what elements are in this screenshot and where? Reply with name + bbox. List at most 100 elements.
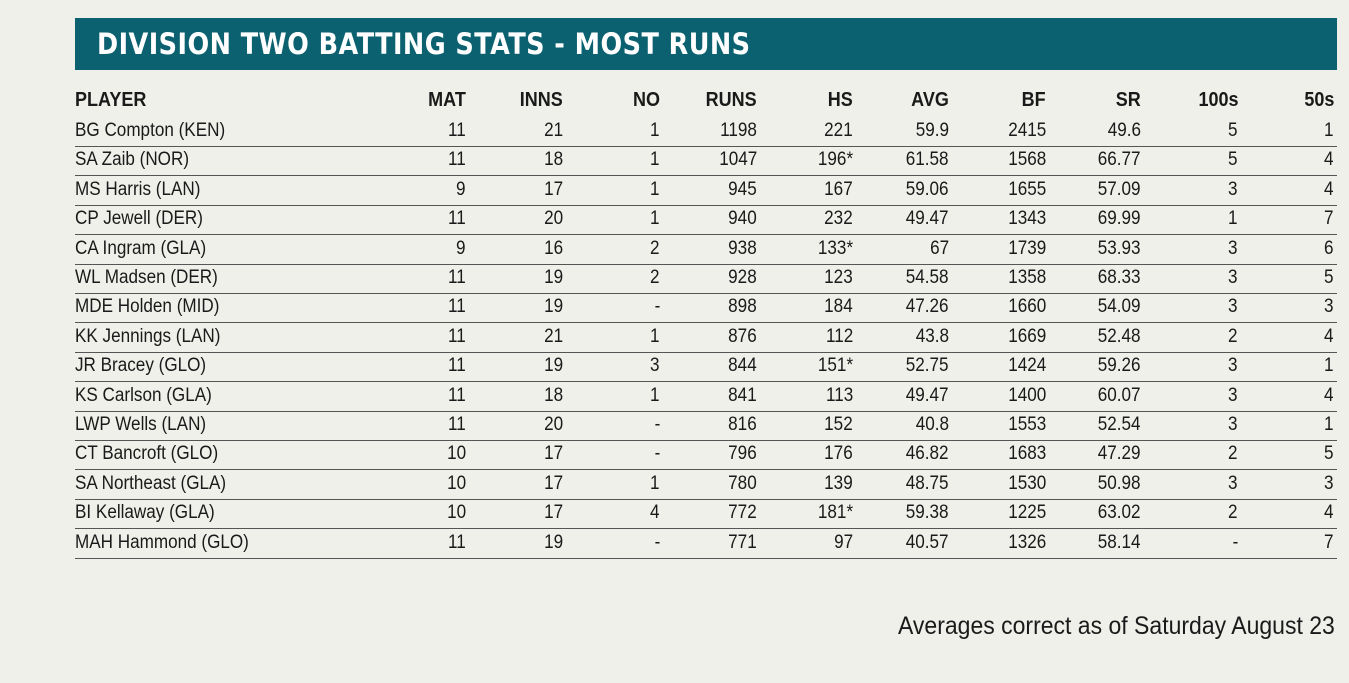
- stat-cell: 11: [448, 267, 466, 288]
- stat-cell: 876: [728, 325, 757, 347]
- stat-cell: 2: [650, 237, 660, 259]
- stat-cell: 113: [825, 384, 853, 406]
- stat-cell: 54.09: [1098, 296, 1141, 318]
- stat-cell: 938: [728, 237, 757, 259]
- stat-cell: 1: [1324, 414, 1334, 435]
- player-name: SA Zaib (NOR): [75, 149, 190, 171]
- player-name: MAH Hammond (GLO): [75, 531, 249, 553]
- stat-cell: 47.29: [1098, 443, 1141, 465]
- stat-cell: 3: [1228, 267, 1238, 288]
- stat-cell: 43.8: [915, 325, 949, 347]
- stat-cell: 11: [448, 325, 466, 347]
- stat-cell: 1: [650, 120, 660, 141]
- stat-cell: 54.58: [906, 267, 949, 288]
- stat-cell: 59.9: [915, 120, 949, 141]
- row-divider: [75, 322, 1337, 324]
- column-header: BF: [1021, 89, 1046, 111]
- column-header: MAT: [428, 89, 466, 111]
- column-header: PLAYER: [75, 89, 147, 111]
- stat-cell: 59.06: [906, 178, 949, 200]
- stat-cell: 11: [448, 120, 466, 141]
- stat-cell: -: [654, 531, 660, 553]
- stat-cell: -: [654, 296, 660, 318]
- stat-cell: 11: [448, 384, 466, 406]
- row-divider: [75, 381, 1337, 383]
- row-divider: [75, 498, 1337, 500]
- stat-cell: 4: [1324, 178, 1334, 200]
- stat-cell: 1: [1324, 120, 1334, 141]
- stat-cell: 52.48: [1098, 325, 1141, 347]
- row-divider: [75, 351, 1337, 353]
- stat-cell: 20: [543, 414, 563, 435]
- row-divider: [75, 293, 1337, 294]
- stat-cell: 61.58: [906, 149, 949, 171]
- stat-cell: 1326: [1007, 531, 1046, 553]
- player-name: CT Bancroft (GLO): [75, 443, 219, 465]
- row-divider: [75, 234, 1337, 236]
- stat-cell: 40.57: [906, 531, 949, 553]
- stat-cell: 11: [448, 414, 466, 435]
- stat-cell: 3: [1324, 296, 1334, 318]
- stat-cell: 1568: [1007, 149, 1046, 171]
- stat-cell: 19: [543, 531, 563, 553]
- stat-cell: 4: [1324, 384, 1334, 406]
- stat-cell: 780: [728, 472, 757, 494]
- stat-cell: 1: [650, 178, 660, 200]
- stat-cell: 17: [543, 178, 563, 200]
- stat-cell: 1655: [1007, 178, 1046, 200]
- stat-cell: 6: [1324, 237, 1334, 259]
- stat-cell: 841: [728, 384, 757, 406]
- stat-cell: 11: [448, 355, 466, 377]
- player-name: SA Northeast (GLA): [75, 472, 227, 494]
- column-header: INNS: [519, 89, 563, 111]
- player-name: JR Bracey (GLO): [75, 355, 207, 377]
- row-divider: [75, 204, 1337, 206]
- stat-cell: 4: [650, 502, 660, 524]
- row-divider: [75, 528, 1337, 530]
- stat-cell: 66.77: [1098, 149, 1141, 171]
- stat-cell: 48.75: [906, 472, 949, 494]
- stat-cell: 60.07: [1098, 384, 1141, 406]
- stat-cell: 5: [1324, 443, 1334, 465]
- stat-cell: 5: [1228, 149, 1238, 171]
- stat-cell: 4: [1324, 325, 1334, 347]
- stat-cell: 1225: [1007, 502, 1046, 524]
- stat-cell: 5: [1228, 120, 1238, 141]
- stat-cell: 69.99: [1098, 208, 1141, 230]
- stat-cell: 9: [456, 237, 466, 259]
- stat-cell: -: [654, 414, 660, 435]
- stat-cell: -: [654, 443, 660, 465]
- stat-cell: 3: [650, 355, 660, 377]
- player-name: BI Kellaway (GLA): [75, 502, 215, 524]
- player-name: LWP Wells (LAN): [75, 414, 207, 435]
- stat-cell: 3: [1228, 472, 1238, 494]
- stat-cell: 2415: [1007, 120, 1046, 141]
- stat-cell: 7: [1324, 531, 1334, 553]
- stat-cell: 17: [543, 472, 563, 494]
- stat-cell: 1198: [720, 120, 757, 141]
- stat-cell: 123: [824, 267, 853, 288]
- stat-cell: 1: [650, 149, 660, 171]
- stat-cell: 58.14: [1098, 531, 1141, 553]
- player-name: CA Ingram (GLA): [75, 237, 207, 259]
- stat-cell: 139: [824, 472, 853, 494]
- stat-cell: 928: [728, 267, 757, 288]
- stat-cell: 18: [543, 149, 563, 171]
- stat-cell: 18: [543, 384, 563, 406]
- stat-cell: 17: [543, 502, 563, 524]
- stat-cell: 112: [825, 325, 853, 347]
- stat-cell: 1343: [1007, 208, 1046, 230]
- stat-cell: 68.33: [1098, 267, 1141, 288]
- stat-cell: 3: [1228, 384, 1238, 406]
- stat-cell: 16: [543, 237, 563, 259]
- stat-cell: 59.38: [906, 502, 949, 524]
- player-name: MS Harris (LAN): [75, 178, 201, 200]
- row-divider: [75, 263, 1337, 265]
- stat-cell: 940: [728, 208, 757, 230]
- stat-cell: 19: [543, 267, 563, 288]
- stat-cell: 1669: [1007, 325, 1046, 347]
- stat-cell: 2: [1228, 443, 1238, 465]
- title-bar: DIVISION TWO BATTING STATS - MOST RUNS: [75, 18, 1337, 70]
- stat-cell: 46.82: [906, 443, 949, 465]
- stat-cell: 4: [1324, 502, 1334, 524]
